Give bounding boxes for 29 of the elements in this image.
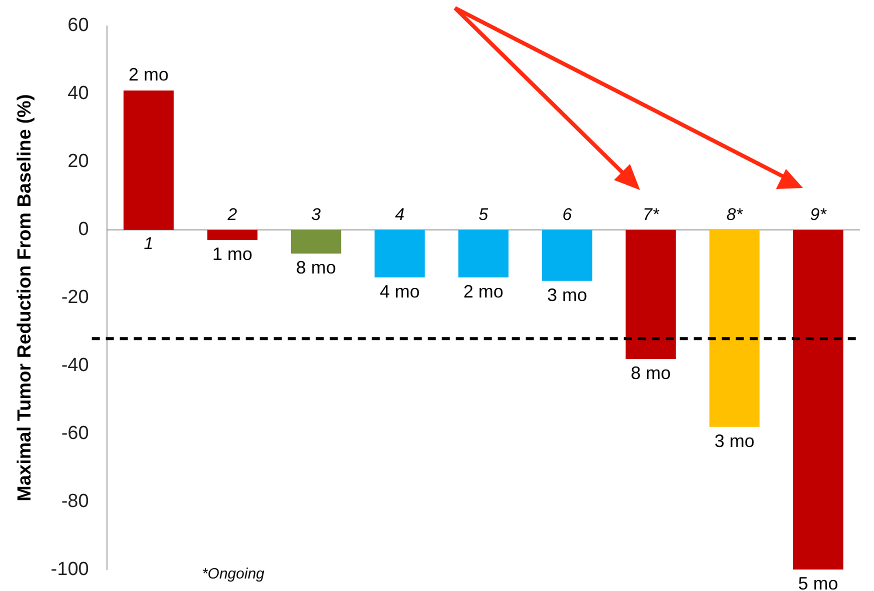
annotation: 8 mo — [296, 258, 336, 278]
y-tick-label: 40 — [68, 83, 89, 104]
x-tick-label: 4 — [394, 205, 404, 224]
x-tick-label: 2 — [226, 205, 238, 224]
annotation: *Ongoing — [202, 565, 266, 582]
x-tick-label: 5 — [478, 205, 489, 224]
y-tick-label: -60 — [61, 422, 89, 444]
x-tick-label: 3 — [311, 205, 322, 224]
annotation: 5 mo — [798, 574, 838, 591]
annotation: 8 mo — [630, 362, 671, 383]
annotation: 3 mo — [547, 284, 588, 305]
x-tick-label: 6 — [562, 205, 572, 224]
x-tick-label: 1 — [144, 234, 154, 254]
y-tick-label: -80 — [61, 490, 89, 512]
y-tick-label: 0 — [78, 219, 89, 240]
annotation: 3 mo — [714, 430, 754, 451]
x-tick-label: 8* — [726, 205, 744, 224]
y-tick-label: -40 — [61, 354, 89, 376]
annotation: 4 mo — [380, 281, 420, 302]
annotation: 2 mo — [128, 64, 169, 85]
annotation: 2 mo — [463, 281, 504, 302]
y-axis-title: Maximal Tumor Reduction From Baseline (%) — [14, 94, 36, 502]
y-tick-label: -100 — [50, 558, 89, 580]
annotation: 1 mo — [212, 244, 252, 264]
x-tick-label: 9* — [810, 205, 828, 224]
y-tick-label: -20 — [61, 287, 89, 308]
y-tick-label: 60 — [68, 15, 89, 36]
y-tick-label: 20 — [68, 151, 89, 172]
x-tick-label: 7* — [642, 205, 660, 224]
